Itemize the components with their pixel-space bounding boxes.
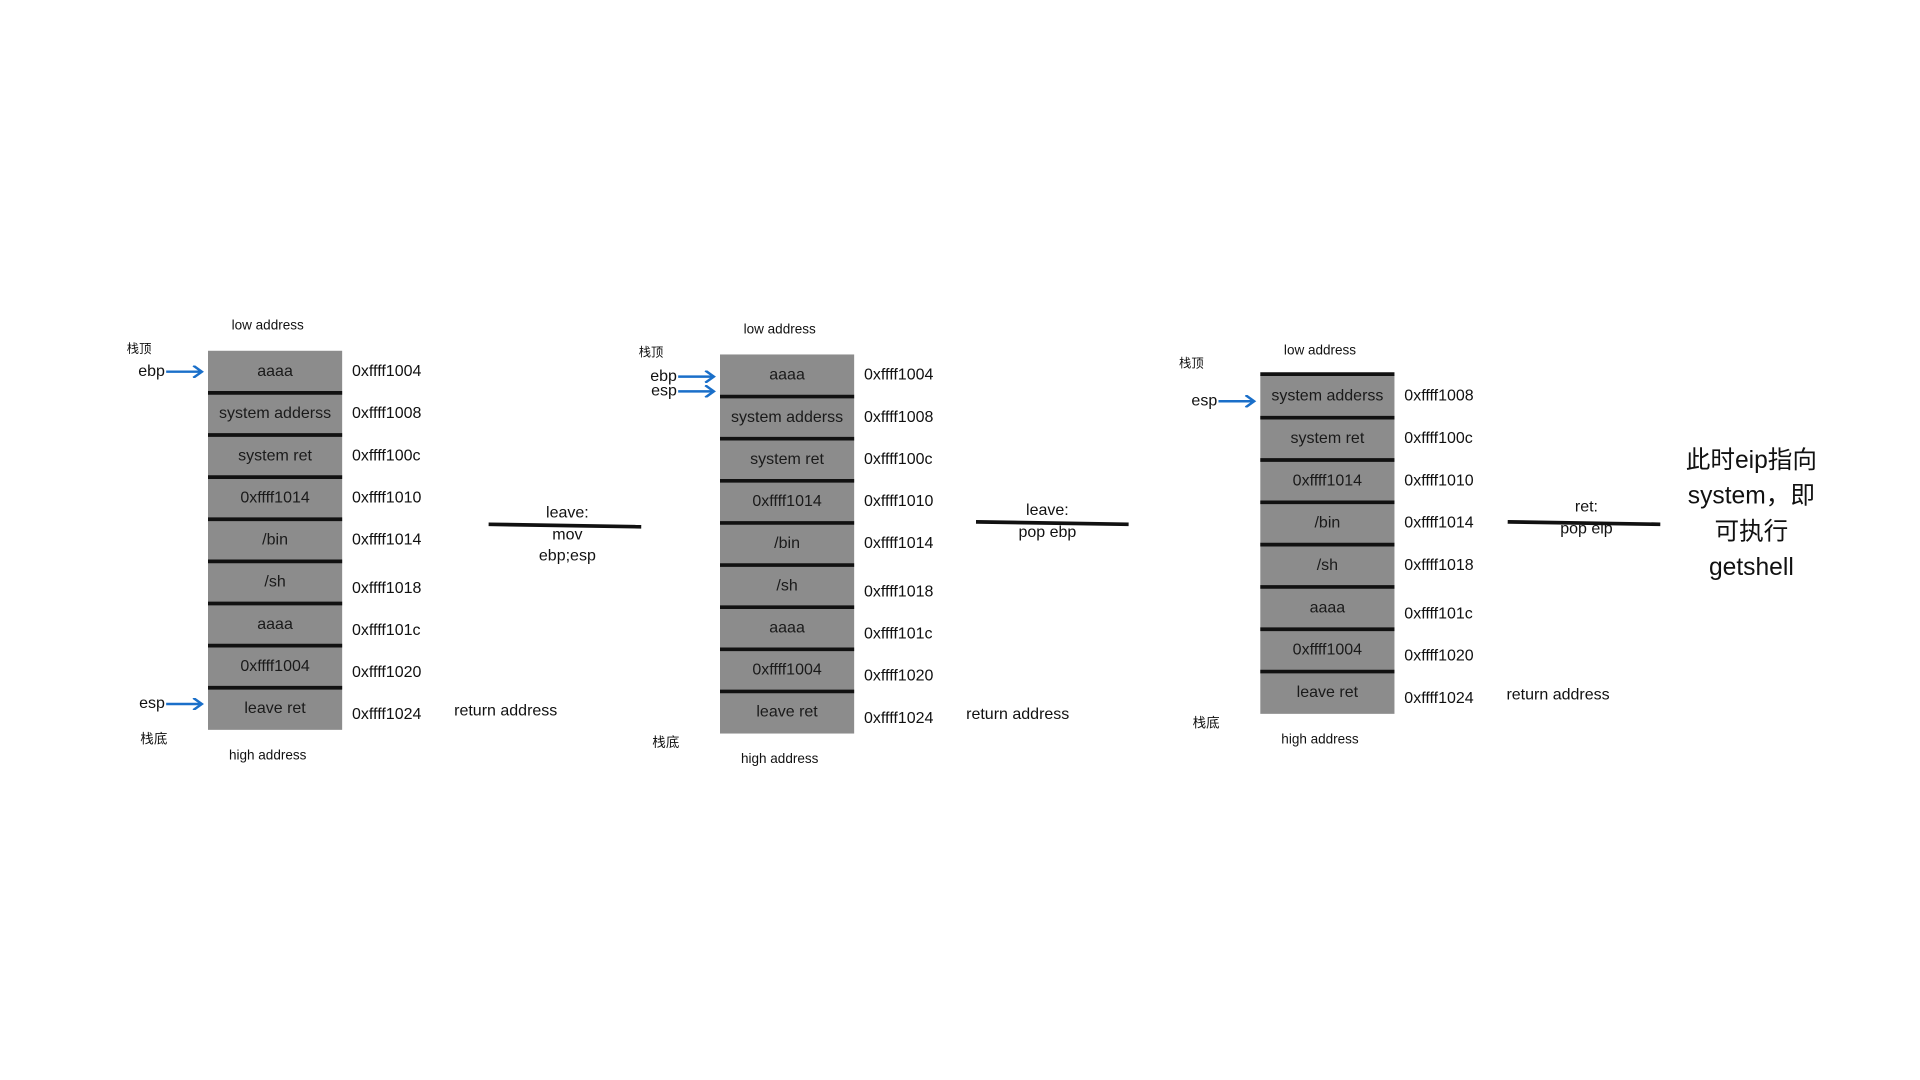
address: 0xffff1014 xyxy=(1404,515,1474,532)
pointer-label: ebp xyxy=(650,368,677,385)
stack-cell: 0xffff1004 xyxy=(752,662,822,679)
transition-text: leave: xyxy=(1026,502,1069,519)
stack-cell: 0xffff1004 xyxy=(1293,642,1363,659)
stack-cell: /sh xyxy=(776,577,797,594)
address: 0xffff1008 xyxy=(1404,388,1474,405)
address: 0xffff1018 xyxy=(352,580,422,597)
address: 0xffff1014 xyxy=(352,532,422,549)
address: 0xffff1008 xyxy=(864,409,934,426)
address: 0xffff1024 xyxy=(1404,690,1474,707)
address: 0xffff1020 xyxy=(352,664,422,681)
high-address: high address xyxy=(1281,731,1359,746)
pointer-label: ebp xyxy=(138,363,165,380)
stack-cell: system ret xyxy=(750,451,824,468)
address: 0xffff1020 xyxy=(1404,648,1474,665)
stack-bottom-label: 栈底 xyxy=(652,735,679,750)
stack-cell: system adderss xyxy=(219,405,331,422)
address: 0xffff1010 xyxy=(352,489,422,506)
stack-cell: 0xffff1004 xyxy=(240,658,310,675)
stack-cell: 0xffff1014 xyxy=(240,489,310,506)
stack-cell: aaaa xyxy=(769,619,805,636)
stack-cell: /bin xyxy=(262,532,288,549)
address: 0xffff101c xyxy=(1404,605,1473,622)
stack-cell: system ret xyxy=(238,447,312,464)
result-note: system，即 xyxy=(1688,483,1815,510)
stack-cell: aaaa xyxy=(257,363,293,380)
stack-cell: aaaa xyxy=(257,616,293,633)
transition-line xyxy=(1507,520,1661,527)
transition-line xyxy=(975,520,1129,527)
stack-cell: leave ret xyxy=(244,700,306,717)
result-note: 此时eip指向 xyxy=(1686,446,1817,474)
address: 0xffff100c xyxy=(352,447,421,464)
address: 0xffff1024 xyxy=(352,706,422,723)
address: 0xffff1010 xyxy=(1404,472,1474,489)
address: 0xffff1018 xyxy=(864,583,934,600)
transition-line xyxy=(488,522,642,529)
stack-cell: system adderss xyxy=(1271,388,1383,405)
address: 0xffff1014 xyxy=(864,535,934,552)
transition-text: mov xyxy=(552,527,582,544)
stack-cell: /sh xyxy=(1317,557,1338,574)
stack-cell: system ret xyxy=(1290,430,1364,447)
high-address: high address xyxy=(741,751,819,766)
stack-top-label: 栈顶 xyxy=(1179,356,1204,371)
low-address: low address xyxy=(1284,342,1356,357)
address: 0xffff1018 xyxy=(1404,557,1474,574)
stack-cell: 0xffff1014 xyxy=(752,493,822,510)
address: 0xffff1020 xyxy=(864,668,934,685)
stack-cell: aaaa xyxy=(1310,599,1346,616)
stack-cell: leave ret xyxy=(756,704,818,721)
address: 0xffff1008 xyxy=(352,405,422,422)
stack-cell: 0xffff1014 xyxy=(1293,472,1363,489)
transition-text: pop ebp xyxy=(1018,524,1076,541)
address: 0xffff101c xyxy=(864,626,933,643)
stack-body xyxy=(720,354,855,734)
transition-text: leave: xyxy=(546,504,589,521)
return-address-label: return address xyxy=(966,706,1069,723)
stack-bottom-label: 栈底 xyxy=(140,731,167,746)
transition-text: ret: xyxy=(1575,498,1598,515)
stack-bottom-label: 栈底 xyxy=(1193,715,1220,730)
return-address-label: return address xyxy=(1506,686,1609,703)
result-note: getshell xyxy=(1709,554,1794,581)
stack-cell: system adderss xyxy=(731,409,843,426)
stack-cell: /bin xyxy=(774,535,800,552)
pointer-label: esp xyxy=(1191,392,1217,409)
address: 0xffff1004 xyxy=(864,367,934,384)
address: 0xffff100c xyxy=(864,451,933,468)
low-address: low address xyxy=(744,321,816,336)
stack-cell: aaaa xyxy=(769,367,805,384)
pointer-label: esp xyxy=(139,695,165,712)
return-address-label: return address xyxy=(454,702,557,719)
address: 0xffff101c xyxy=(352,622,421,639)
high-address: high address xyxy=(229,747,307,762)
stack-cell: /sh xyxy=(264,574,285,591)
address: 0xffff1010 xyxy=(864,493,934,510)
transition-text: ebp;esp xyxy=(539,548,596,565)
address: 0xffff1004 xyxy=(352,363,422,380)
stack-cell: leave ret xyxy=(1297,684,1359,701)
pointer-label: esp xyxy=(651,383,677,400)
stack-top-label: 栈顶 xyxy=(639,344,664,359)
stack-cell: /bin xyxy=(1314,515,1340,532)
stack-body xyxy=(208,350,343,730)
low-address: low address xyxy=(232,318,304,333)
address: 0xffff1024 xyxy=(864,710,934,727)
transition-text: pop eip xyxy=(1560,520,1613,537)
stack-top-label: 栈顶 xyxy=(127,341,152,356)
address: 0xffff100c xyxy=(1404,430,1473,447)
result-note: 可执行 xyxy=(1714,517,1788,545)
